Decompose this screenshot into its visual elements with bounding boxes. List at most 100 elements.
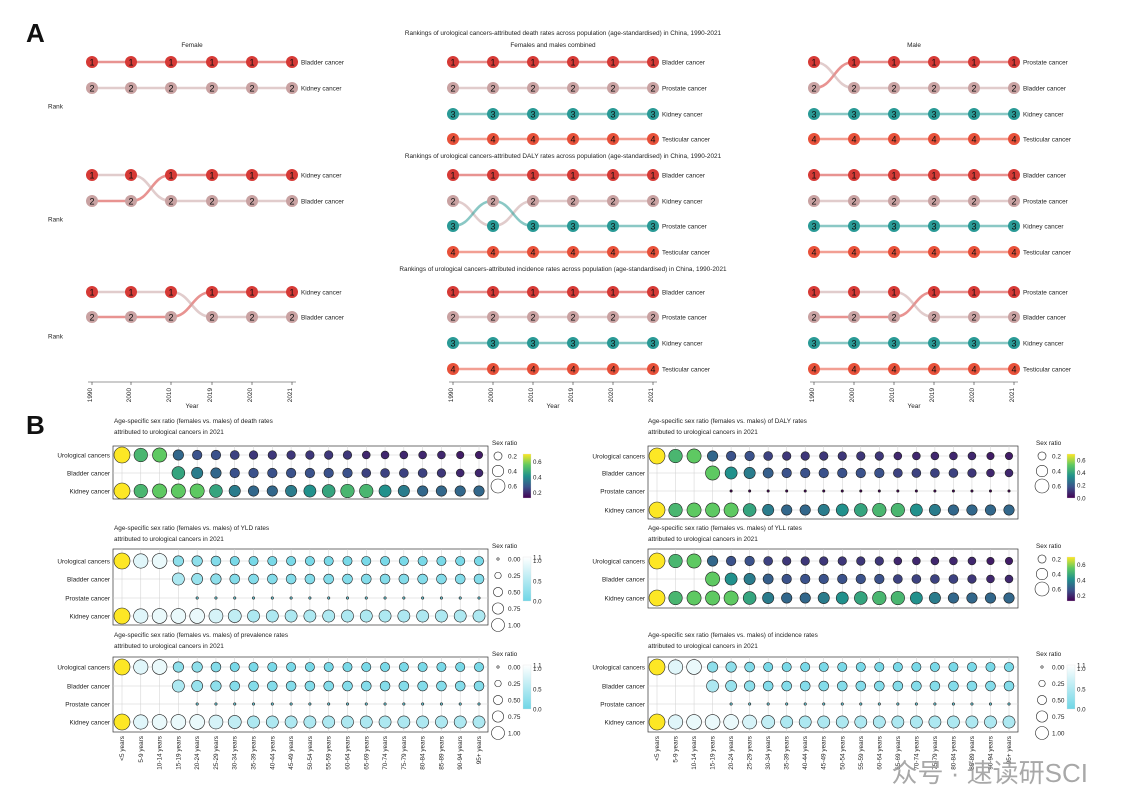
bubble-point [210, 449, 222, 461]
bump-node-rank: 2 [530, 312, 535, 322]
bubble-point [840, 702, 844, 706]
bubble-point [686, 590, 702, 606]
bump-node-rank: 4 [811, 247, 816, 257]
bump-node-rank: 4 [650, 134, 655, 144]
bubble-point [822, 489, 826, 493]
bubble-point [1004, 468, 1014, 478]
bubble-point [762, 573, 774, 585]
bubble-point [472, 609, 486, 623]
bump-x-tick-label: 2020 [969, 388, 976, 403]
legend-size-circle [492, 710, 504, 723]
bump-node [125, 311, 137, 323]
bubble-point [743, 467, 756, 479]
bubble-point [383, 702, 387, 706]
bubble-point [437, 450, 446, 460]
colorbar [522, 664, 532, 710]
bump-node [808, 169, 820, 181]
bubble-point [152, 447, 167, 463]
sex-ratio-legend-title: Sex ratio [1036, 543, 1062, 550]
legend-size-circle [491, 726, 505, 740]
bubble-point [229, 680, 240, 692]
bubble-point [837, 573, 848, 585]
bubble-point [896, 489, 900, 493]
bump-node [808, 311, 820, 323]
colorbar-tick-label: 0.6 [1077, 562, 1086, 569]
bubble-point [781, 680, 792, 692]
bump-node [888, 133, 900, 145]
bump-node-rank: 1 [168, 57, 173, 67]
legend-size-circle [1036, 710, 1048, 723]
bump-title: Rankings of urological cancers-attribute… [399, 266, 727, 273]
bubble-point [984, 715, 997, 729]
bump-node [567, 337, 579, 349]
bump-node-rank: 1 [168, 170, 173, 180]
bump-node [888, 108, 900, 120]
bubble-point [133, 659, 149, 675]
bump-node-rank: 2 [570, 83, 575, 93]
bubble-point [364, 596, 368, 600]
bump-node [567, 56, 579, 68]
legend-size-label: 0.50 [1052, 697, 1065, 704]
bump-title: Rankings of urological cancers-attribute… [405, 30, 722, 37]
bump-node [1008, 56, 1020, 68]
bump-node-rank: 3 [971, 221, 976, 231]
bump-node [968, 363, 980, 375]
bump-node [487, 337, 499, 349]
bubble-point [327, 596, 331, 600]
bubble-point [742, 714, 757, 730]
bump-node [888, 82, 900, 94]
bump-node-rank: 1 [89, 170, 94, 180]
bump-series-label: Prostate cancer [662, 315, 708, 322]
legend-size-label: 0.6 [508, 483, 517, 490]
bubble-point [214, 596, 218, 600]
bump-node [246, 82, 258, 94]
bubble-point [359, 483, 374, 499]
bubble-age-label: 50-54 years [839, 736, 846, 770]
bubble-point [799, 592, 811, 604]
bump-node [246, 56, 258, 68]
bump-node [928, 133, 940, 145]
bubble-age-label: 80-84 years [950, 736, 957, 770]
bump-node [647, 56, 659, 68]
bubble-age-label: 35-39 years [251, 736, 258, 770]
sex-ratio-legend-title: Sex ratio [1036, 651, 1062, 658]
bubble-point [266, 485, 278, 497]
bubble-point [817, 592, 830, 604]
bump-node [928, 363, 940, 375]
bump-node [848, 220, 860, 232]
colorbar-tick-label: 0.0 [1077, 706, 1086, 713]
bubble-point [342, 450, 353, 460]
bump-node-rank: 2 [891, 83, 896, 93]
bubble-point [785, 489, 789, 493]
panel-b-letter: B [26, 410, 45, 440]
bubble-point [726, 450, 737, 462]
bump-node [968, 246, 980, 258]
bubble-point [267, 680, 278, 692]
bubble-point [456, 450, 465, 460]
bump-node [848, 195, 860, 207]
bubble-point [435, 609, 448, 623]
bump-node [808, 337, 820, 349]
bubble-age-label: 5-9 years [673, 736, 680, 763]
bubble-point [890, 502, 905, 518]
bump-node [125, 286, 137, 298]
bubble-point [267, 450, 277, 460]
legend-size-label: 0.2 [1052, 453, 1061, 460]
bump-node [607, 286, 619, 298]
bubble-point [837, 662, 848, 672]
bump-node [487, 108, 499, 120]
bubble-age-label: 40-44 years [802, 736, 809, 770]
bubble-point [840, 489, 844, 493]
bump-node-rank: 4 [971, 364, 976, 374]
legend-size-label: 0.4 [1052, 468, 1061, 475]
bump-node [165, 169, 177, 181]
bump-node [1008, 363, 1020, 375]
bump-series-label: Testicular cancer [662, 137, 711, 144]
bubble-point [308, 596, 312, 600]
bubble-point [762, 680, 774, 692]
bubble-point [113, 482, 131, 500]
bump-x-tick-label: 2010 [889, 388, 896, 403]
bubble-point [704, 714, 721, 730]
bubble-point [988, 489, 992, 493]
bubble-row-label: Prostate cancer [65, 701, 111, 708]
